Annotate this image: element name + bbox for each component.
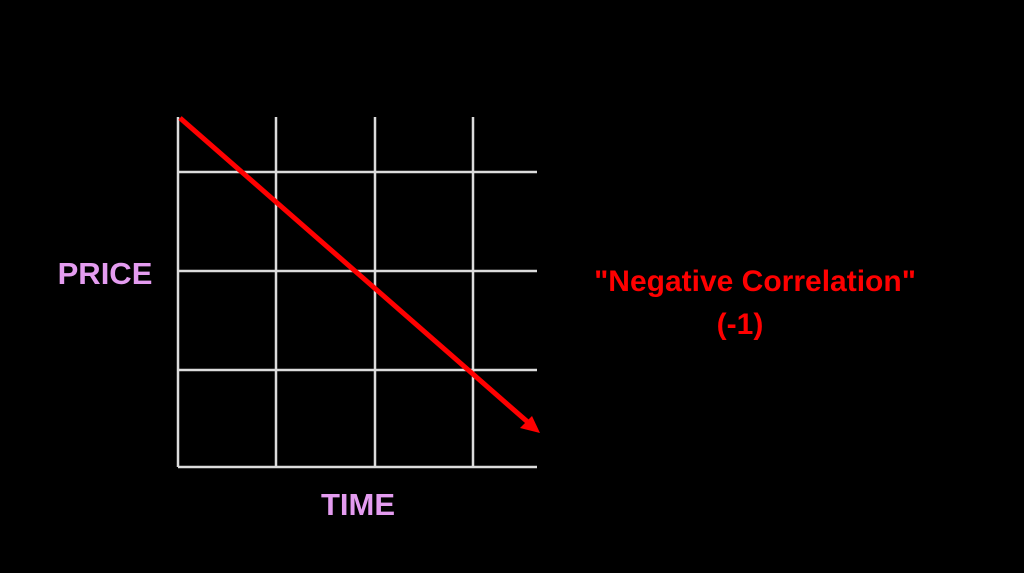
x-axis-label: TIME [321,487,395,522]
y-axis-label: PRICE [58,256,153,291]
annotation-value: (-1) [717,308,764,341]
arrow-head [520,416,540,433]
trend-arrow [178,116,540,433]
annotation-title: "Negative Correlation" [594,265,916,298]
trend-line [178,116,532,426]
